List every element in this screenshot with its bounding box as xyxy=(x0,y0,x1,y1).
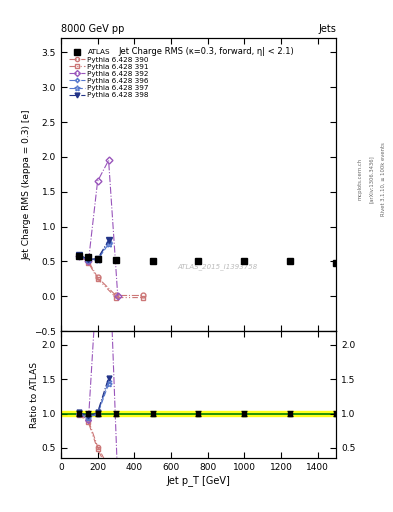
Y-axis label: Jet Charge RMS (kappa = 0.3) [e]: Jet Charge RMS (kappa = 0.3) [e] xyxy=(22,110,31,260)
Pythia 6.428 392 xyxy=(77,253,82,259)
Line: Pythia 6.428 397: Pythia 6.428 397 xyxy=(76,241,112,263)
Pythia 6.428 392 xyxy=(95,178,100,184)
Pythia 6.428 392 xyxy=(86,258,91,264)
Pythia 6.428 398 xyxy=(86,256,91,262)
Pythia 6.428 391 xyxy=(114,294,118,301)
Text: Jet Charge RMS (κ=0.3, forward, η| < 2.1): Jet Charge RMS (κ=0.3, forward, η| < 2.1… xyxy=(119,47,295,56)
Pythia 6.428 396 xyxy=(106,239,111,245)
Pythia 6.428 390 xyxy=(77,253,82,259)
Pythia 6.428 390 xyxy=(141,292,146,298)
Text: Jets: Jets xyxy=(318,24,336,34)
Pythia 6.428 398 xyxy=(106,238,111,244)
Pythia 6.428 396 xyxy=(95,256,100,262)
Text: mcplots.cern.ch: mcplots.cern.ch xyxy=(357,158,362,200)
Pythia 6.428 397 xyxy=(106,241,111,247)
X-axis label: Jet p_T [GeV]: Jet p_T [GeV] xyxy=(167,475,230,486)
Pythia 6.428 390 xyxy=(114,292,118,298)
Pythia 6.428 396 xyxy=(86,257,91,263)
Pythia 6.428 392 xyxy=(106,157,111,163)
Pythia 6.428 390 xyxy=(86,258,91,264)
Pythia 6.428 396 xyxy=(77,253,82,259)
Line: Pythia 6.428 396: Pythia 6.428 396 xyxy=(77,239,111,263)
Pythia 6.428 398 xyxy=(95,255,100,262)
Text: Rivet 3.1.10, ≥ 100k events: Rivet 3.1.10, ≥ 100k events xyxy=(381,142,386,216)
Text: ATLAS_2015_I1393758: ATLAS_2015_I1393758 xyxy=(178,263,258,270)
Pythia 6.428 397 xyxy=(95,257,100,263)
Line: Pythia 6.428 390: Pythia 6.428 390 xyxy=(77,253,146,298)
Text: 8000 GeV pp: 8000 GeV pp xyxy=(61,24,124,34)
Pythia 6.428 391 xyxy=(77,253,82,260)
Line: Pythia 6.428 398: Pythia 6.428 398 xyxy=(77,238,111,262)
Text: [arXiv:1306.3436]: [arXiv:1306.3436] xyxy=(369,155,374,203)
Line: Pythia 6.428 391: Pythia 6.428 391 xyxy=(77,254,146,300)
Legend: ATLAS, Pythia 6.428 390, Pythia 6.428 391, Pythia 6.428 392, Pythia 6.428 396, P: ATLAS, Pythia 6.428 390, Pythia 6.428 39… xyxy=(67,48,151,100)
Pythia 6.428 397 xyxy=(77,253,82,259)
Pythia 6.428 398 xyxy=(77,252,82,258)
Pythia 6.428 391 xyxy=(86,260,91,266)
Y-axis label: Ratio to ATLAS: Ratio to ATLAS xyxy=(30,361,39,428)
Pythia 6.428 390 xyxy=(95,274,100,281)
Line: Pythia 6.428 392: Pythia 6.428 392 xyxy=(77,158,120,298)
Pythia 6.428 392 xyxy=(116,293,120,299)
Pythia 6.428 397 xyxy=(86,257,91,263)
Pythia 6.428 391 xyxy=(95,275,100,282)
Pythia 6.428 391 xyxy=(141,294,146,301)
